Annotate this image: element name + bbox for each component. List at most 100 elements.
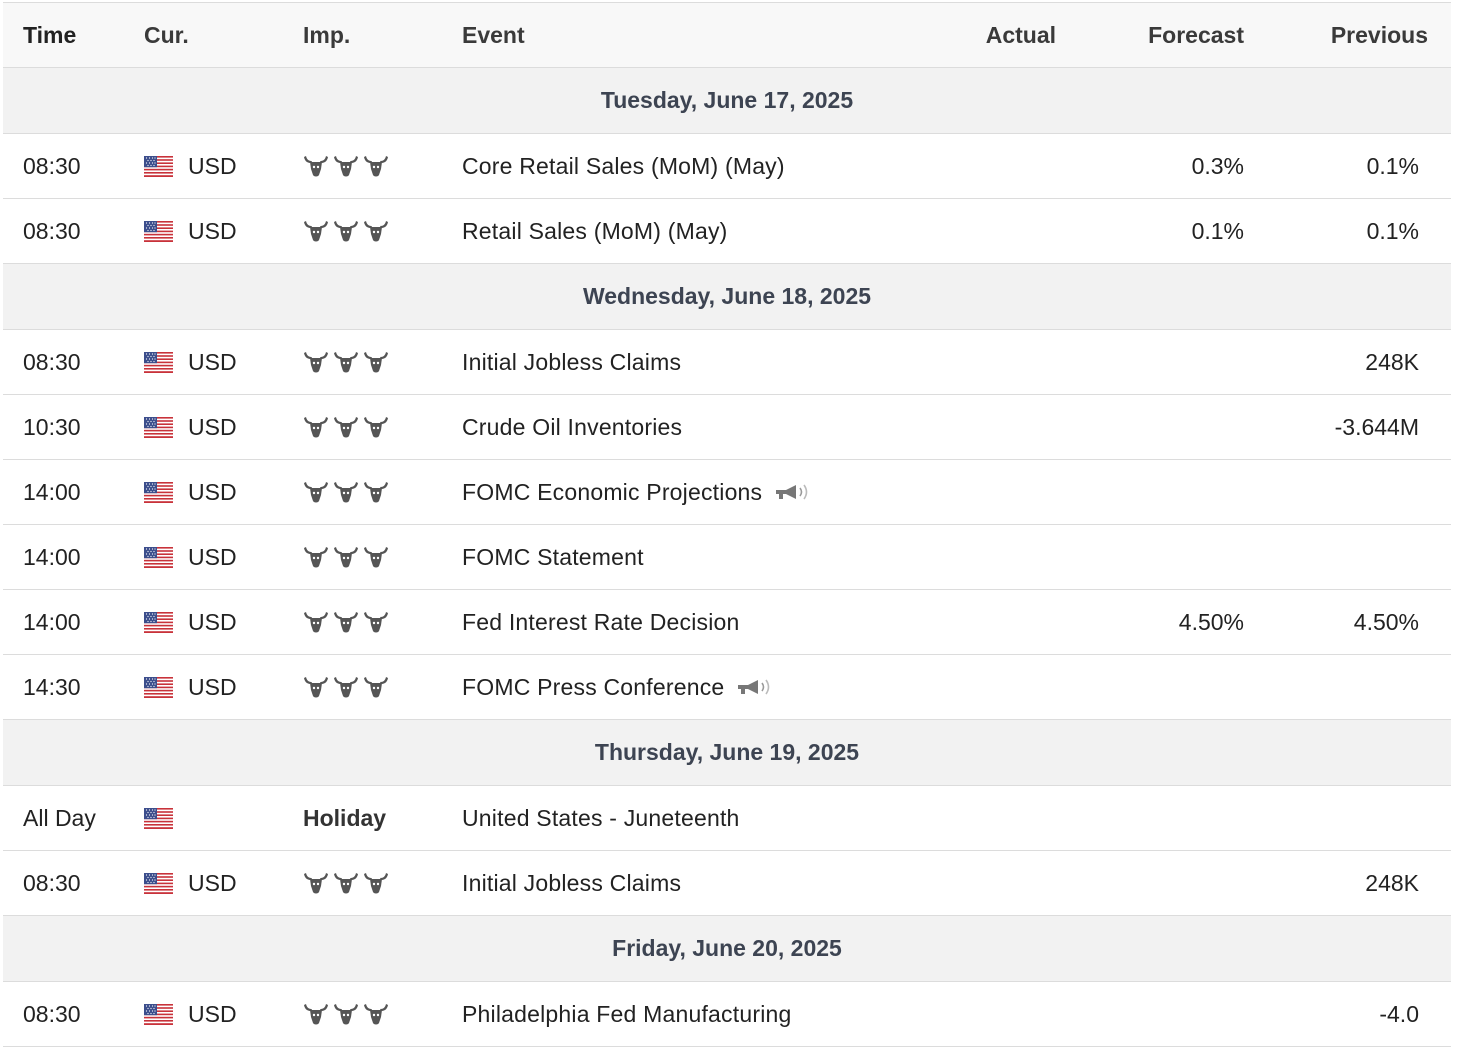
bull-icon: [363, 610, 389, 634]
event-name-cell: FOMC Press Conference: [462, 655, 772, 719]
event-time: 14:00: [23, 608, 81, 635]
day-header-row: Thursday, June 19, 2025: [3, 720, 1451, 786]
event-name-cell: Fed Interest Rate Decision: [462, 590, 740, 654]
importance-rating: [303, 525, 393, 589]
event-currency: USD: [188, 673, 237, 700]
event-row[interactable]: 14:00 USD FOMC Statement: [3, 525, 1451, 590]
flag-cell: [144, 590, 173, 654]
event-row[interactable]: 08:30 USD Initial Jobless Claims 248K: [3, 330, 1451, 395]
bull-icon: [303, 415, 329, 439]
event-currency: USD: [188, 348, 237, 375]
bull-icon: [333, 219, 359, 243]
us-flag-icon: [144, 482, 173, 503]
event-time: All Day: [23, 804, 96, 831]
bull-icon: [333, 545, 359, 569]
table-header-row: Time Cur. Imp. Event Actual Forecast Pre…: [3, 2, 1451, 68]
event-currency: USD: [188, 217, 237, 244]
day-label: Thursday, June 19, 2025: [594, 739, 860, 765]
event-currency: USD: [188, 608, 237, 635]
bull-icon: [363, 350, 389, 374]
bull-icon: [333, 415, 359, 439]
flag-cell: [144, 786, 173, 850]
importance-rating: [303, 134, 393, 198]
importance-rating: Holiday: [303, 786, 386, 850]
event-time: 08:30: [23, 217, 81, 244]
event-row[interactable]: 14:30 USD FOMC Press Conference: [3, 655, 1451, 720]
event-row[interactable]: 08:30 USD Core Retail Sales (MoM) (May) 0.3…: [3, 134, 1451, 199]
event-forecast: 0.3%: [1191, 152, 1244, 179]
bull-icon: [363, 1002, 389, 1026]
event-row[interactable]: 14:00 USD Fed Interest Rate Decision 4.50% 4…: [3, 590, 1451, 655]
col-header-event[interactable]: Event: [462, 21, 525, 48]
us-flag-icon: [144, 1004, 173, 1025]
importance-rating: [303, 199, 393, 263]
event-currency: USD: [188, 413, 237, 440]
us-flag-icon: [144, 808, 173, 829]
event-name[interactable]: FOMC Economic Projections: [462, 478, 763, 505]
bull-icon: [303, 480, 329, 504]
bull-icon: [363, 415, 389, 439]
bull-icon: [363, 675, 389, 699]
day-label: Friday, June 20, 2025: [612, 935, 842, 961]
us-flag-icon: [144, 547, 173, 568]
col-header-currency[interactable]: Cur.: [144, 21, 189, 48]
col-header-previous[interactable]: Previous: [1330, 21, 1428, 48]
event-row[interactable]: 10:30 USD Crude Oil Inventories -3.644M: [3, 395, 1451, 460]
event-name[interactable]: Initial Jobless Claims: [462, 869, 682, 896]
event-row[interactable]: 08:30 USD Philadelphia Fed Manufacturing -4…: [3, 982, 1451, 1047]
event-previous: 0.1%: [1366, 152, 1419, 179]
bull-icon: [363, 480, 389, 504]
event-name-cell: Philadelphia Fed Manufacturing: [462, 982, 791, 1046]
importance-rating: [303, 851, 393, 915]
us-flag-icon: [144, 677, 173, 698]
event-time: 14:30: [23, 673, 81, 700]
flag-cell: [144, 655, 173, 719]
bull-icon: [333, 350, 359, 374]
event-name[interactable]: FOMC Press Conference: [462, 673, 725, 700]
event-row[interactable]: All Day Holiday United States - Juneteenth: [3, 786, 1451, 851]
event-name[interactable]: United States - Juneteenth: [462, 804, 740, 831]
us-flag-icon: [144, 873, 173, 894]
importance-rating: [303, 590, 393, 654]
bull-icon: [333, 154, 359, 178]
col-header-time[interactable]: Time: [23, 21, 77, 48]
event-name[interactable]: Initial Jobless Claims: [462, 348, 682, 375]
bull-icon: [333, 675, 359, 699]
event-name[interactable]: Crude Oil Inventories: [462, 413, 683, 440]
event-row[interactable]: 08:30 USD Retail Sales (MoM) (May) 0.1% 0.1%: [3, 199, 1451, 264]
event-time: 08:30: [23, 348, 81, 375]
event-currency: USD: [188, 1000, 237, 1027]
event-name[interactable]: Core Retail Sales (MoM) (May): [462, 152, 785, 179]
event-name[interactable]: Fed Interest Rate Decision: [462, 608, 740, 635]
us-flag-icon: [144, 221, 173, 242]
flag-cell: [144, 460, 173, 524]
speaker-icon: [736, 676, 772, 698]
event-name[interactable]: Philadelphia Fed Manufacturing: [462, 1000, 792, 1027]
event-currency: USD: [188, 152, 237, 179]
event-previous: 4.50%: [1353, 608, 1419, 635]
event-name[interactable]: Retail Sales (MoM) (May): [462, 217, 728, 244]
event-name-cell: Initial Jobless Claims: [462, 851, 681, 915]
event-time: 08:30: [23, 152, 81, 179]
bull-icon: [333, 1002, 359, 1026]
us-flag-icon: [144, 612, 173, 633]
event-row[interactable]: 14:00 USD FOMC Economic Projections: [3, 460, 1451, 525]
col-header-importance[interactable]: Imp.: [303, 21, 351, 48]
importance-rating: [303, 655, 393, 719]
importance-rating: [303, 395, 393, 459]
event-row[interactable]: 08:30 USD Initial Jobless Claims 248K: [3, 851, 1451, 916]
event-previous: -3.644M: [1334, 413, 1419, 440]
importance-rating: [303, 330, 393, 394]
event-currency: USD: [188, 478, 237, 505]
event-name-cell: FOMC Economic Projections: [462, 460, 810, 524]
flag-cell: [144, 330, 173, 394]
col-header-actual[interactable]: Actual: [985, 21, 1056, 48]
col-header-forecast[interactable]: Forecast: [1148, 21, 1244, 48]
bull-icon: [303, 350, 329, 374]
event-name-cell: Core Retail Sales (MoM) (May): [462, 134, 785, 198]
flag-cell: [144, 525, 173, 589]
bull-icon: [363, 154, 389, 178]
event-name[interactable]: FOMC Statement: [462, 543, 644, 570]
event-currency: USD: [188, 869, 237, 896]
us-flag-icon: [144, 156, 173, 177]
